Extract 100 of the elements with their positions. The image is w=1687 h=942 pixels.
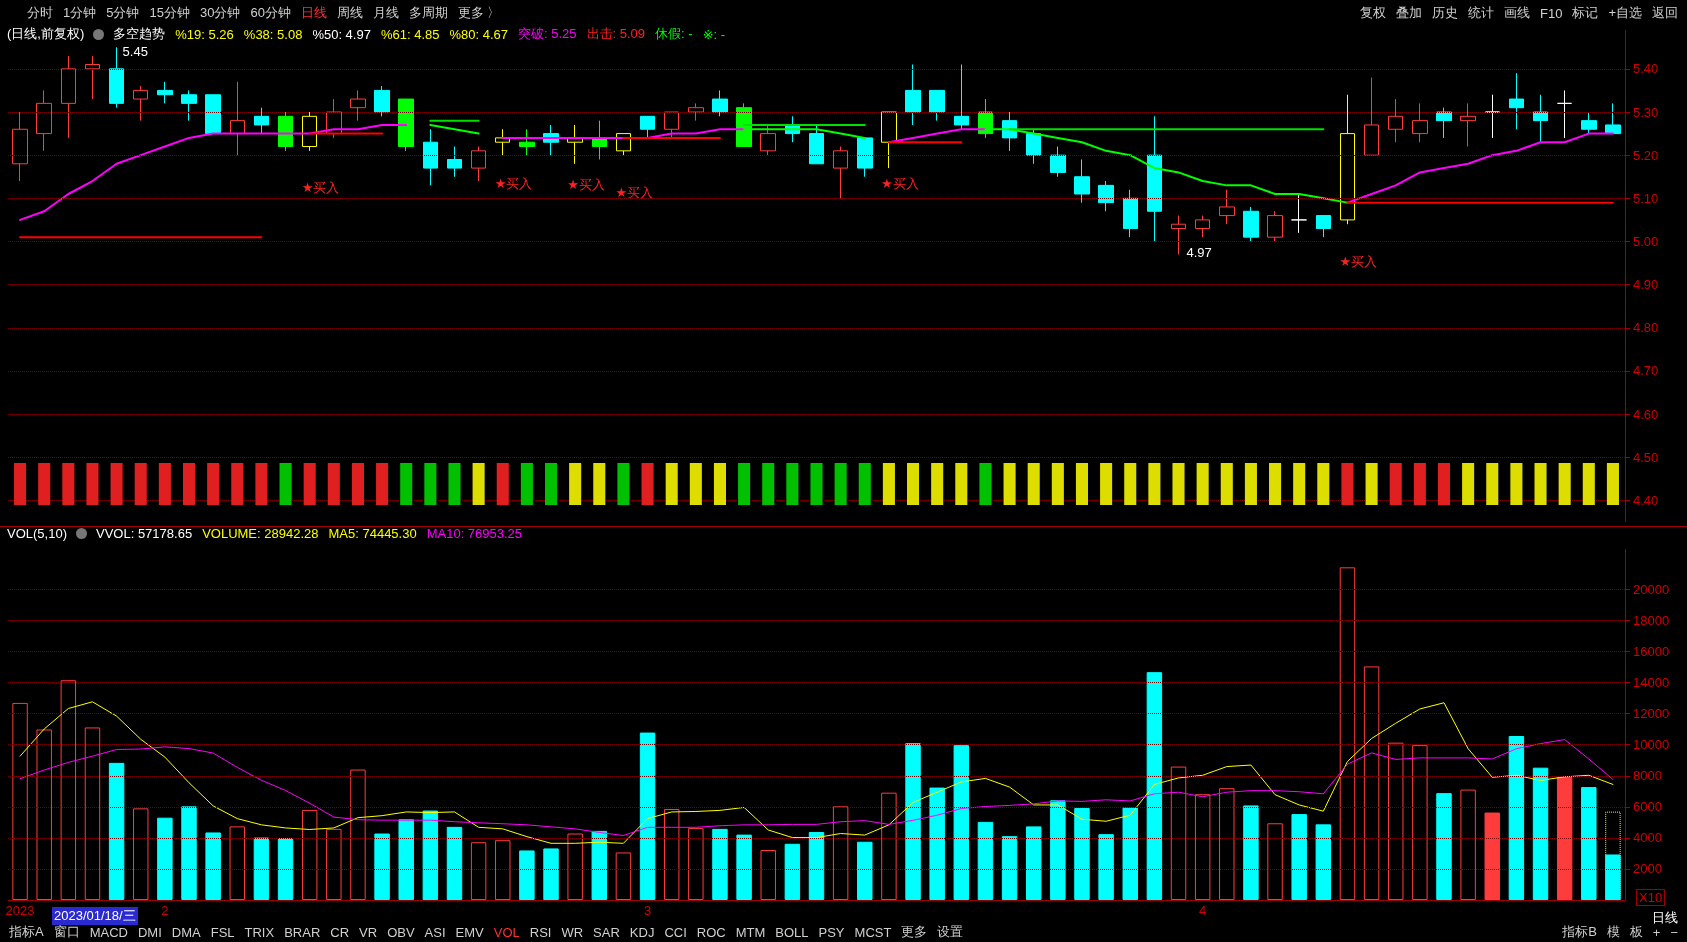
- text: +自选: [1607, 4, 1643, 22]
- candlestick: [12, 111, 28, 182]
- bar: [470, 842, 487, 900]
- candlestick: [881, 111, 897, 169]
- bar: [639, 732, 656, 900]
- x-tick-label: 4: [1199, 903, 1207, 918]
- candlestick: [1050, 146, 1066, 178]
- candlestick: [423, 128, 438, 186]
- text: MCST: [853, 924, 893, 940]
- text: 日线: [299, 4, 328, 22]
- bar: [663, 808, 680, 900]
- candlestick: [1026, 128, 1041, 165]
- y-tick-label: 14000: [1633, 675, 1670, 691]
- y-tick-label: 6000: [1633, 799, 1662, 815]
- y-tick-label: 8000: [1633, 768, 1662, 784]
- bar: [1050, 800, 1066, 900]
- text: DMI: [136, 924, 163, 940]
- text: SAR: [592, 924, 621, 940]
- annotation: %61: 4.85: [379, 26, 441, 42]
- bar: [1267, 823, 1283, 900]
- candlestick: [640, 115, 655, 139]
- candlestick: [519, 128, 535, 156]
- bar: [929, 787, 945, 900]
- candlestick: [447, 146, 462, 178]
- annotation: 5.45: [122, 44, 148, 60]
- bar: [1291, 814, 1307, 900]
- text: BOLL: [774, 924, 810, 940]
- y-tick-label: 5.10: [1633, 190, 1659, 206]
- bar: [1532, 767, 1549, 900]
- annotation: 休假: -: [654, 25, 694, 43]
- candlestick: [1195, 215, 1210, 238]
- candlestick: [374, 85, 390, 117]
- bar: [1146, 672, 1163, 900]
- bar: [543, 848, 559, 900]
- bar: [1170, 766, 1187, 900]
- chart-title: (日线,前复权): [6, 25, 86, 43]
- candlestick: [350, 89, 366, 122]
- candlestick: [1557, 89, 1572, 139]
- text: 多周期: [407, 4, 449, 22]
- line-series: [19, 701, 1614, 844]
- candlestick: [905, 64, 921, 126]
- y-tick-label: 5.00: [1633, 233, 1659, 249]
- text: 指标A: [8, 923, 45, 941]
- bar: [326, 828, 342, 900]
- text: EMV: [454, 924, 485, 940]
- y-tick-label: 2000: [1633, 861, 1662, 877]
- candlestick: [688, 102, 704, 122]
- candlestick: [1605, 102, 1621, 135]
- candlestick: [1388, 98, 1403, 143]
- chart-title: VOL(5,10): [6, 525, 68, 541]
- bar: [857, 841, 873, 900]
- candlestick: [495, 128, 510, 156]
- annotation: %80: 4.67: [448, 26, 509, 42]
- candlestick: [1219, 189, 1235, 225]
- bar: [953, 745, 970, 900]
- bar: [736, 834, 752, 900]
- bar: [784, 843, 801, 900]
- text: RSI: [528, 924, 553, 940]
- bar: [1363, 666, 1380, 900]
- y-tick-label: 18000: [1633, 612, 1670, 628]
- text: PSY: [817, 924, 846, 940]
- bar: [1605, 854, 1621, 900]
- candlestick: [230, 81, 245, 156]
- text: 板: [1628, 923, 1644, 941]
- text: ROC: [695, 924, 727, 940]
- bar: [977, 821, 994, 900]
- bar: [1243, 805, 1259, 900]
- bar: [712, 828, 728, 900]
- candlestick: [302, 111, 317, 152]
- text: 分时: [26, 4, 54, 22]
- y-tick-label: 16000: [1633, 644, 1670, 659]
- text: 标记: [1571, 4, 1600, 22]
- annotation: 突破: 5.25: [517, 25, 578, 43]
- candlestick: [664, 111, 679, 139]
- text: WR: [560, 924, 585, 940]
- candlestick: [181, 89, 197, 122]
- bar: [495, 840, 511, 900]
- bar: [1122, 807, 1138, 900]
- text: 更多: [900, 923, 929, 941]
- y-tick-label: 10000: [1633, 737, 1670, 753]
- candlestick: [712, 89, 728, 117]
- text: VVOL: 57178.65: [95, 525, 194, 541]
- bar: [133, 808, 149, 900]
- annotation: ★买入: [1339, 254, 1378, 270]
- text: 叠加: [1395, 4, 1423, 22]
- candlestick: [1243, 206, 1259, 242]
- bar: [422, 810, 439, 900]
- bar: [205, 832, 221, 900]
- text: VOL: [492, 924, 521, 940]
- candlestick: [833, 146, 848, 199]
- text: F10: [1539, 5, 1564, 21]
- text: 5分钟: [105, 4, 141, 22]
- text: 月线: [371, 4, 400, 22]
- text: MACD: [88, 924, 129, 940]
- bar: [1460, 789, 1476, 900]
- bar: [398, 819, 414, 900]
- y-tick-label: 5.20: [1633, 147, 1659, 163]
- text: 15分钟: [148, 4, 191, 22]
- y-tick-label: 4.80: [1633, 320, 1659, 336]
- bar: [301, 809, 318, 900]
